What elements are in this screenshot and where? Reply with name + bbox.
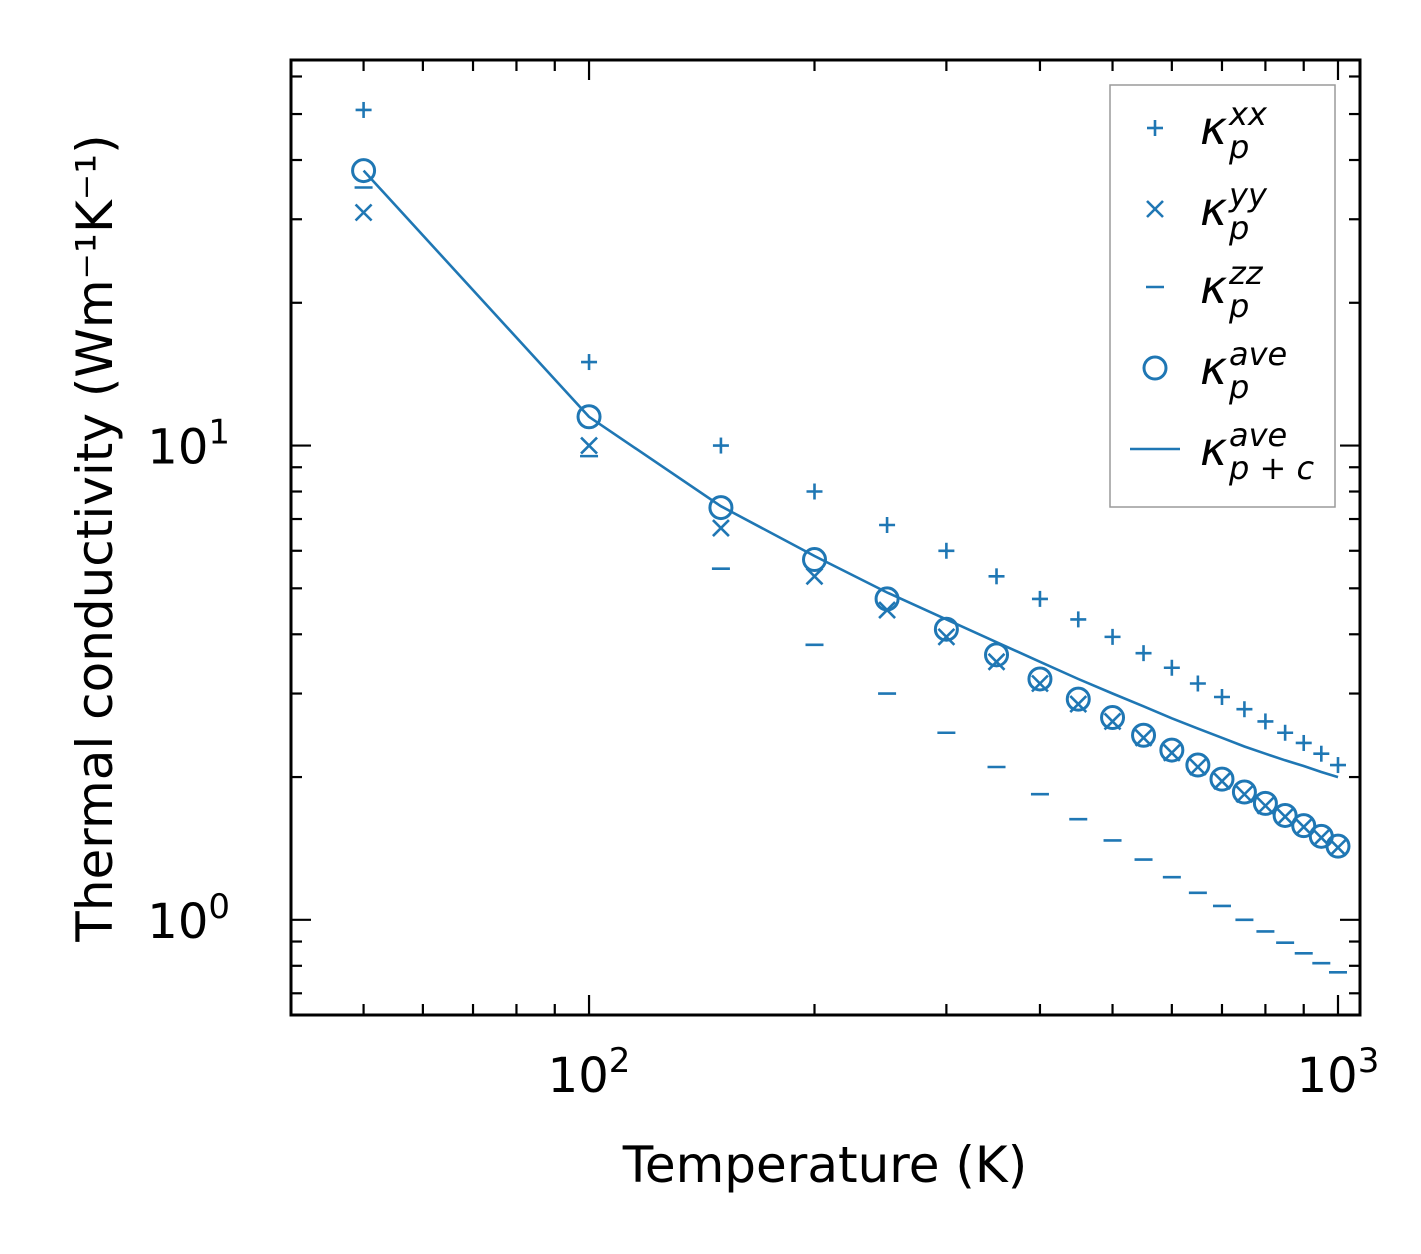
data-point-kxx <box>1163 659 1180 676</box>
series-kave <box>351 158 1351 859</box>
data-point-kyy <box>1276 807 1295 826</box>
legend-swatch-circle <box>1142 355 1168 381</box>
data-point-kxx <box>581 354 598 371</box>
data-point-kxx <box>1329 757 1346 774</box>
series-kxx <box>355 101 1346 774</box>
data-point-kyy <box>1256 796 1275 815</box>
data-point-kxx <box>1070 611 1087 628</box>
data-point-kxx <box>1313 745 1330 762</box>
legend-label: κave p + c <box>1200 416 1314 487</box>
data-point-kave <box>1325 833 1351 859</box>
legend-label: κyy p <box>1200 176 1268 247</box>
series-layer <box>351 101 1351 974</box>
data-point-kyy <box>987 652 1006 671</box>
legend-label: κxx p <box>1200 95 1268 166</box>
data-point-kave <box>1065 686 1091 712</box>
data-point-kxx <box>1104 628 1121 645</box>
data-point-kave <box>708 495 734 521</box>
data-point-kyy <box>937 627 956 646</box>
legend-label: κzz p <box>1200 254 1264 325</box>
data-point-kave <box>1027 666 1053 692</box>
data-point-kave <box>1185 752 1211 778</box>
data-point-kave <box>1159 737 1185 763</box>
data-point-kyy <box>580 436 598 455</box>
y-tick-label: 100 <box>147 887 230 950</box>
data-point-kave <box>576 404 602 430</box>
data-point-kxx <box>1031 590 1048 607</box>
legend: κxx p κyy p κzz p κave p κave p + c <box>1109 84 1336 508</box>
data-point-kyy <box>1294 818 1313 836</box>
data-point-kave <box>1100 705 1126 731</box>
plot-frame <box>289 58 1362 1017</box>
data-point-kave <box>1209 766 1235 792</box>
data-point-kxx <box>1236 701 1253 718</box>
legend-swatch-x <box>1146 200 1164 218</box>
data-point-kyy <box>1134 728 1153 747</box>
legend-swatch-plus <box>1147 120 1163 136</box>
data-point-kxx <box>988 568 1005 585</box>
data-point-kave <box>801 547 827 573</box>
data-point-kyy <box>1235 785 1254 804</box>
tick-labels: 102 103 100 101 <box>147 413 1379 1104</box>
data-point-kyy <box>805 567 824 586</box>
data-point-kxx <box>1295 734 1312 751</box>
x-tick-label: 103 <box>1297 1041 1380 1104</box>
y-tick-label: 101 <box>147 413 230 476</box>
data-point-kave <box>1231 779 1257 805</box>
data-point-kxx <box>1135 645 1152 662</box>
data-point-kxx <box>1213 689 1230 706</box>
data-point-kyy <box>1329 838 1347 857</box>
data-point-kxx <box>938 542 955 559</box>
legend-frame <box>1109 84 1336 508</box>
series-kavepc <box>362 169 1339 779</box>
data-point-kxx <box>879 516 896 533</box>
data-point-kxx <box>355 101 372 118</box>
data-point-kave <box>1252 790 1278 816</box>
data-point-kave <box>351 158 377 184</box>
data-point-kave <box>984 642 1010 668</box>
legend-label: κave p <box>1200 335 1287 406</box>
data-point-kyy <box>712 519 730 537</box>
data-point-kave <box>1131 722 1157 748</box>
x-axis-label: Temperature (K) <box>622 1136 1027 1194</box>
ticks-layer <box>289 60 1360 1015</box>
data-point-kave <box>1272 802 1298 828</box>
data-point-kxx <box>1257 713 1274 730</box>
y-axis-label: Thermal conductivity (Wm⁻¹K⁻¹) <box>66 134 124 942</box>
data-point-kave <box>1291 813 1317 839</box>
data-point-kyy <box>1188 758 1207 776</box>
series-line-kavepc <box>362 169 1339 779</box>
data-point-kxx <box>806 483 823 500</box>
data-point-kxx <box>1277 724 1294 741</box>
data-point-kxx <box>1189 675 1206 692</box>
data-point-kyy <box>1213 772 1231 791</box>
data-point-kxx <box>712 437 729 454</box>
series-kzz <box>354 186 1347 974</box>
x-tick-label: 102 <box>548 1041 631 1104</box>
data-point-kyy <box>354 203 373 222</box>
